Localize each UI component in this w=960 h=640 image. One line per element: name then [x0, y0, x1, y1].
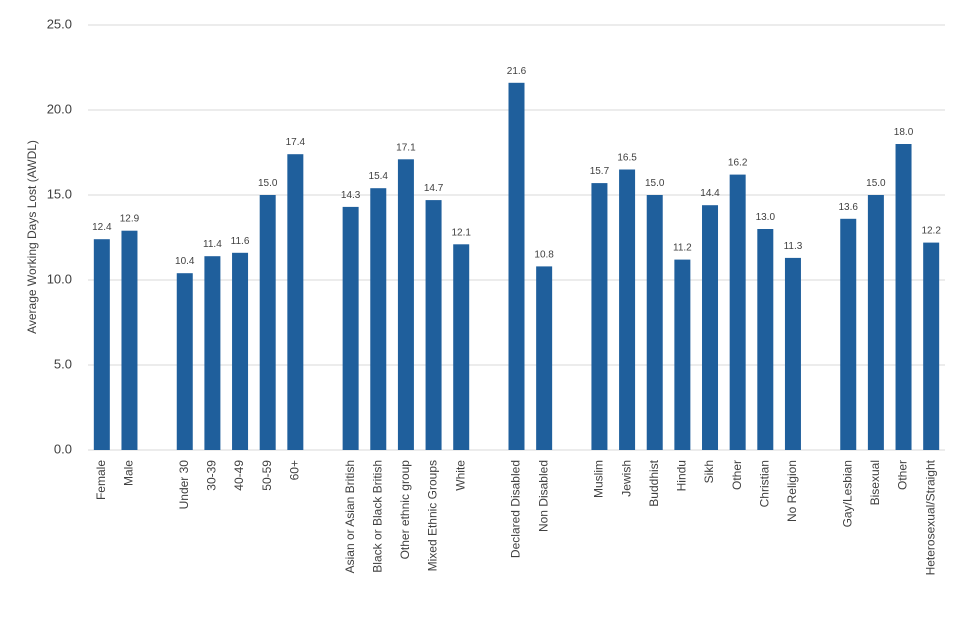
- x-tick-label: Bisexual: [868, 460, 882, 505]
- x-tick-label: Male: [122, 460, 136, 486]
- value-label: 16.2: [728, 158, 748, 169]
- y-tick-label: 10.0: [47, 271, 72, 286]
- x-tick-label: Jewish: [619, 460, 633, 497]
- bar: [342, 206, 359, 450]
- x-tick-label: 50-59: [260, 460, 274, 491]
- bar: [259, 195, 276, 450]
- value-label: 11.3: [784, 241, 803, 252]
- y-tick-label: 5.0: [54, 356, 72, 371]
- bar: [453, 244, 470, 450]
- x-tick-label: White: [453, 460, 467, 491]
- x-tick-label: Declared Disabled: [509, 460, 523, 558]
- bar: [536, 266, 553, 450]
- value-label: 12.2: [921, 226, 941, 237]
- x-tick-label: Other: [730, 460, 744, 490]
- bar: [674, 259, 691, 450]
- x-tick-label: Other ethnic group: [398, 460, 412, 560]
- bar: [93, 239, 110, 450]
- bar: [397, 159, 414, 451]
- x-tick-label: Hindu: [675, 460, 689, 491]
- value-label: 10.4: [175, 256, 195, 267]
- y-tick-label: 20.0: [47, 101, 72, 116]
- x-tick-label: 40-49: [232, 460, 246, 491]
- bar: [370, 188, 387, 450]
- value-label: 11.6: [231, 236, 250, 247]
- value-label: 17.4: [286, 137, 306, 148]
- bar: [646, 195, 663, 450]
- x-tick-label: Under 30: [177, 460, 191, 510]
- bar: [425, 200, 442, 450]
- value-label: 18.0: [894, 127, 914, 138]
- value-label: 14.7: [424, 183, 444, 194]
- value-label: 15.0: [866, 178, 886, 189]
- x-tick-label: Sikh: [702, 460, 716, 483]
- value-label: 15.0: [645, 178, 665, 189]
- bar: [121, 230, 138, 450]
- y-tick-label: 15.0: [47, 186, 72, 201]
- bar: [840, 218, 857, 450]
- bar: [619, 169, 636, 450]
- x-tick-label: Female: [94, 460, 108, 500]
- x-tick-label: No Religion: [785, 460, 799, 522]
- value-label: 15.0: [258, 178, 278, 189]
- value-label: 17.1: [396, 142, 416, 153]
- value-label: 14.3: [341, 190, 361, 201]
- bar: [232, 252, 249, 450]
- x-tick-label: Black or Black British: [370, 460, 384, 573]
- y-tick-label: 0.0: [54, 441, 72, 456]
- value-label: 16.5: [617, 153, 637, 164]
- x-tick-label: 30-39: [205, 460, 219, 491]
- bar: [895, 144, 912, 450]
- x-tick-label: Gay/Lesbian: [840, 460, 854, 527]
- bar: [204, 256, 221, 450]
- value-label: 12.9: [120, 214, 140, 225]
- y-tick-label: 25.0: [47, 16, 72, 31]
- value-label: 14.4: [700, 188, 720, 199]
- bar: [867, 195, 884, 450]
- bar: [729, 174, 746, 450]
- value-label: 11.4: [203, 239, 222, 250]
- bar: [508, 82, 525, 451]
- bar: [591, 183, 608, 450]
- y-axis-label: Average Working Days Lost (AWDL): [25, 140, 39, 334]
- x-tick-label: Non Disabled: [536, 460, 550, 532]
- x-tick-label: Buddhist: [647, 459, 661, 506]
- value-label: 12.4: [92, 222, 112, 233]
- x-tick-label: Asian or Asian British: [343, 460, 357, 573]
- value-label: 12.1: [451, 227, 471, 238]
- bar: [784, 257, 801, 450]
- x-tick-label: Other: [896, 460, 910, 490]
- x-tick-label: Heterosexual/Straight: [923, 459, 937, 575]
- value-label: 11.2: [673, 243, 692, 254]
- x-tick-label: Mixed Ethnic Groups: [426, 460, 440, 571]
- bar: [757, 229, 774, 450]
- value-label: 15.4: [369, 171, 389, 182]
- bar: [176, 273, 193, 450]
- x-tick-label: Christian: [757, 460, 771, 507]
- bar: [923, 242, 940, 450]
- value-label: 10.8: [534, 249, 554, 260]
- value-label: 13.6: [839, 202, 859, 213]
- value-label: 21.6: [507, 66, 527, 77]
- bar: [702, 205, 719, 450]
- bar: [287, 154, 304, 450]
- x-tick-label: 60+: [288, 460, 302, 480]
- value-label: 15.7: [590, 166, 610, 177]
- x-tick-label: Muslim: [592, 460, 606, 498]
- value-label: 13.0: [756, 212, 776, 223]
